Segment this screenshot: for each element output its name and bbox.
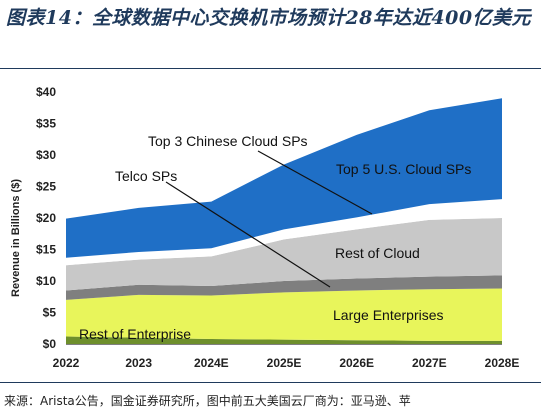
y-tick-label: $0 [43,337,57,351]
y-tick-label: $20 [36,211,56,225]
y-axis: $0 $5 $10 $15 $20 $25 $30 $35 $40 [36,85,56,351]
title-divider [0,68,541,69]
source-note: 来源：Arista公告，国金证券研究所，图中前五大美国云厂商为：亚马逊、苹 [4,394,411,408]
source-divider [0,382,541,383]
callout-line-china [257,150,373,215]
area-series-4 [66,199,502,266]
x-tick-label: 2028E [485,356,520,370]
x-tick-label: 2023 [125,356,152,370]
y-tick-label: $5 [43,306,57,320]
area-series-5 [66,98,502,258]
area-series-1 [66,288,502,341]
y-tick-label: $15 [36,243,56,257]
x-tick-label: 2024E [194,356,229,370]
label-large-enterprises: Large Enterprises [333,307,444,323]
x-tick-label: 2027E [412,356,447,370]
annotation-china-cloud: Top 3 Chinese Cloud SPs [148,133,308,149]
y-tick-label: $10 [36,274,56,288]
y-tick-label: $25 [36,180,56,194]
series-labels-group: Top 5 U.S. Cloud SPs Rest of Cloud Large E… [79,161,471,342]
annotation-group: Top 3 Chinese Cloud SPs Telco SPs [115,133,373,288]
label-top5-us-cloud: Top 5 U.S. Cloud SPs [336,161,471,177]
label-rest-of-cloud: Rest of Cloud [335,245,420,261]
area-series-2 [66,275,502,300]
y-tick-label: $30 [36,148,56,162]
figure-title: 图表14：全球数据中心交换机市场预计28年达近400亿美元 [6,7,532,29]
x-tick-label: 2026E [339,356,374,370]
x-axis: 2022 2023 2024E 2025E 2026E 2027E 2028E [53,344,520,370]
y-tick-label: $35 [36,117,56,131]
area-series-0 [66,336,502,344]
area-series-3 [66,218,502,291]
x-tick-label: 2025E [267,356,302,370]
y-tick-label: $40 [36,85,56,99]
callout-line-telco [165,181,331,288]
label-rest-of-enterprise: Rest of Enterprise [79,326,191,342]
x-tick-label: 2022 [53,356,80,370]
annotation-telco: Telco SPs [115,168,177,184]
stacked-area-chart: Top 3 Chinese Cloud SPs Telco SPs Top 5 U… [10,85,520,370]
y-axis-label: Revenue in Billions ($) [10,179,22,297]
area-series-group [66,98,502,344]
